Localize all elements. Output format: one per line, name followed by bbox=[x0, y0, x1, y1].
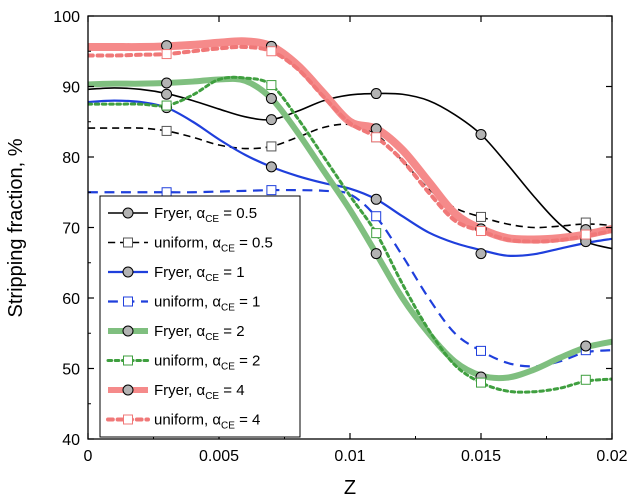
series-5-marker-3 bbox=[370, 248, 382, 260]
y-axis-title: Stripping fraction, % bbox=[5, 138, 27, 317]
legend-label-6: uniform, αCE = 2 bbox=[154, 353, 260, 373]
legend-label-3: Fryer, αCE = 1 bbox=[154, 264, 245, 284]
series-2-marker-4 bbox=[476, 211, 486, 222]
legend-marker-8 bbox=[123, 414, 133, 425]
y-tick-label: 40 bbox=[62, 432, 80, 449]
series-line-8 bbox=[88, 44, 612, 244]
series-8-marker-1 bbox=[161, 49, 172, 60]
legend-label-5: Fryer, αCE = 2 bbox=[154, 323, 245, 343]
series-6-marker-4 bbox=[476, 377, 486, 388]
x-tick-label: 0 bbox=[84, 448, 93, 465]
legend-marker-1 bbox=[122, 207, 134, 219]
y-tick-label: 60 bbox=[62, 291, 80, 308]
legend-marker-6 bbox=[123, 355, 133, 366]
x-tick-label: 0.02 bbox=[596, 448, 627, 465]
legend-marker-5 bbox=[122, 325, 134, 337]
y-tick-label: 80 bbox=[62, 150, 80, 167]
legend-box bbox=[99, 195, 301, 438]
legend-label-4: uniform, αCE = 1 bbox=[154, 294, 260, 314]
series-8-marker-5 bbox=[580, 229, 591, 240]
series-4-marker-4 bbox=[476, 345, 486, 356]
x-tick-label: 0.01 bbox=[334, 448, 365, 465]
series-6-marker-3 bbox=[371, 228, 382, 239]
series-6-marker-1 bbox=[161, 100, 172, 111]
series-5-marker-5 bbox=[580, 340, 592, 352]
series-6-marker-2 bbox=[266, 80, 277, 91]
series-1-marker-2 bbox=[265, 114, 277, 126]
axis-layer: 0 0.005 0.01 0.015 0.02 40 50 60 70 80 90 100 bbox=[53, 9, 627, 465]
x-axis-title: Z bbox=[344, 477, 356, 499]
series-4-marker-1 bbox=[161, 187, 172, 198]
legend-label-1: Fryer, αCE = 0.5 bbox=[154, 205, 257, 225]
legend: Fryer, αCE = 0.5 uniform, αCE = 0.5 Fryer,… bbox=[99, 195, 301, 438]
y-tick-label: 100 bbox=[53, 9, 80, 26]
series-8-marker-2 bbox=[266, 46, 277, 57]
legend-marker-7 bbox=[122, 384, 134, 396]
series-2-marker-2 bbox=[266, 141, 277, 152]
series-3-marker-2 bbox=[265, 161, 277, 173]
legend-marker-3 bbox=[122, 266, 134, 278]
series-line-4 bbox=[88, 188, 612, 368]
series-5-marker-2 bbox=[265, 92, 277, 104]
y-tick-label: 90 bbox=[62, 80, 80, 97]
series-1-marker-3 bbox=[370, 88, 382, 100]
legend-marker-4 bbox=[123, 296, 133, 307]
series-3-marker-3 bbox=[370, 193, 382, 205]
x-tick-label: 0.015 bbox=[461, 448, 501, 465]
series-1-marker-4 bbox=[475, 128, 487, 140]
series-4-marker-3 bbox=[371, 211, 382, 222]
series-1-marker-1 bbox=[161, 88, 173, 100]
series-8-marker-3 bbox=[371, 132, 382, 143]
series-2-marker-1 bbox=[161, 125, 172, 136]
series-line-3 bbox=[88, 99, 612, 258]
series-layer bbox=[88, 37, 612, 394]
series-5-marker-1 bbox=[161, 77, 173, 89]
series-line-1 bbox=[88, 87, 612, 250]
legend-label-2: uniform, αCE = 0.5 bbox=[154, 235, 273, 255]
marker-layer bbox=[161, 40, 592, 388]
legend-marker-2 bbox=[123, 237, 133, 248]
legend-label-7: Fryer, αCE = 4 bbox=[154, 382, 245, 402]
series-line-5 bbox=[88, 75, 612, 382]
y-tick-label: 50 bbox=[62, 362, 80, 379]
series-8-marker-4 bbox=[476, 226, 486, 237]
series-4-marker-2 bbox=[266, 185, 277, 196]
y-tick-label: 70 bbox=[62, 221, 80, 238]
series-6-marker-5 bbox=[580, 374, 591, 385]
legend-label-8: uniform, αCE = 4 bbox=[154, 412, 260, 432]
x-tick-label: 0.005 bbox=[199, 448, 239, 465]
series-3-marker-4 bbox=[475, 248, 487, 260]
series-line-6 bbox=[88, 75, 612, 394]
